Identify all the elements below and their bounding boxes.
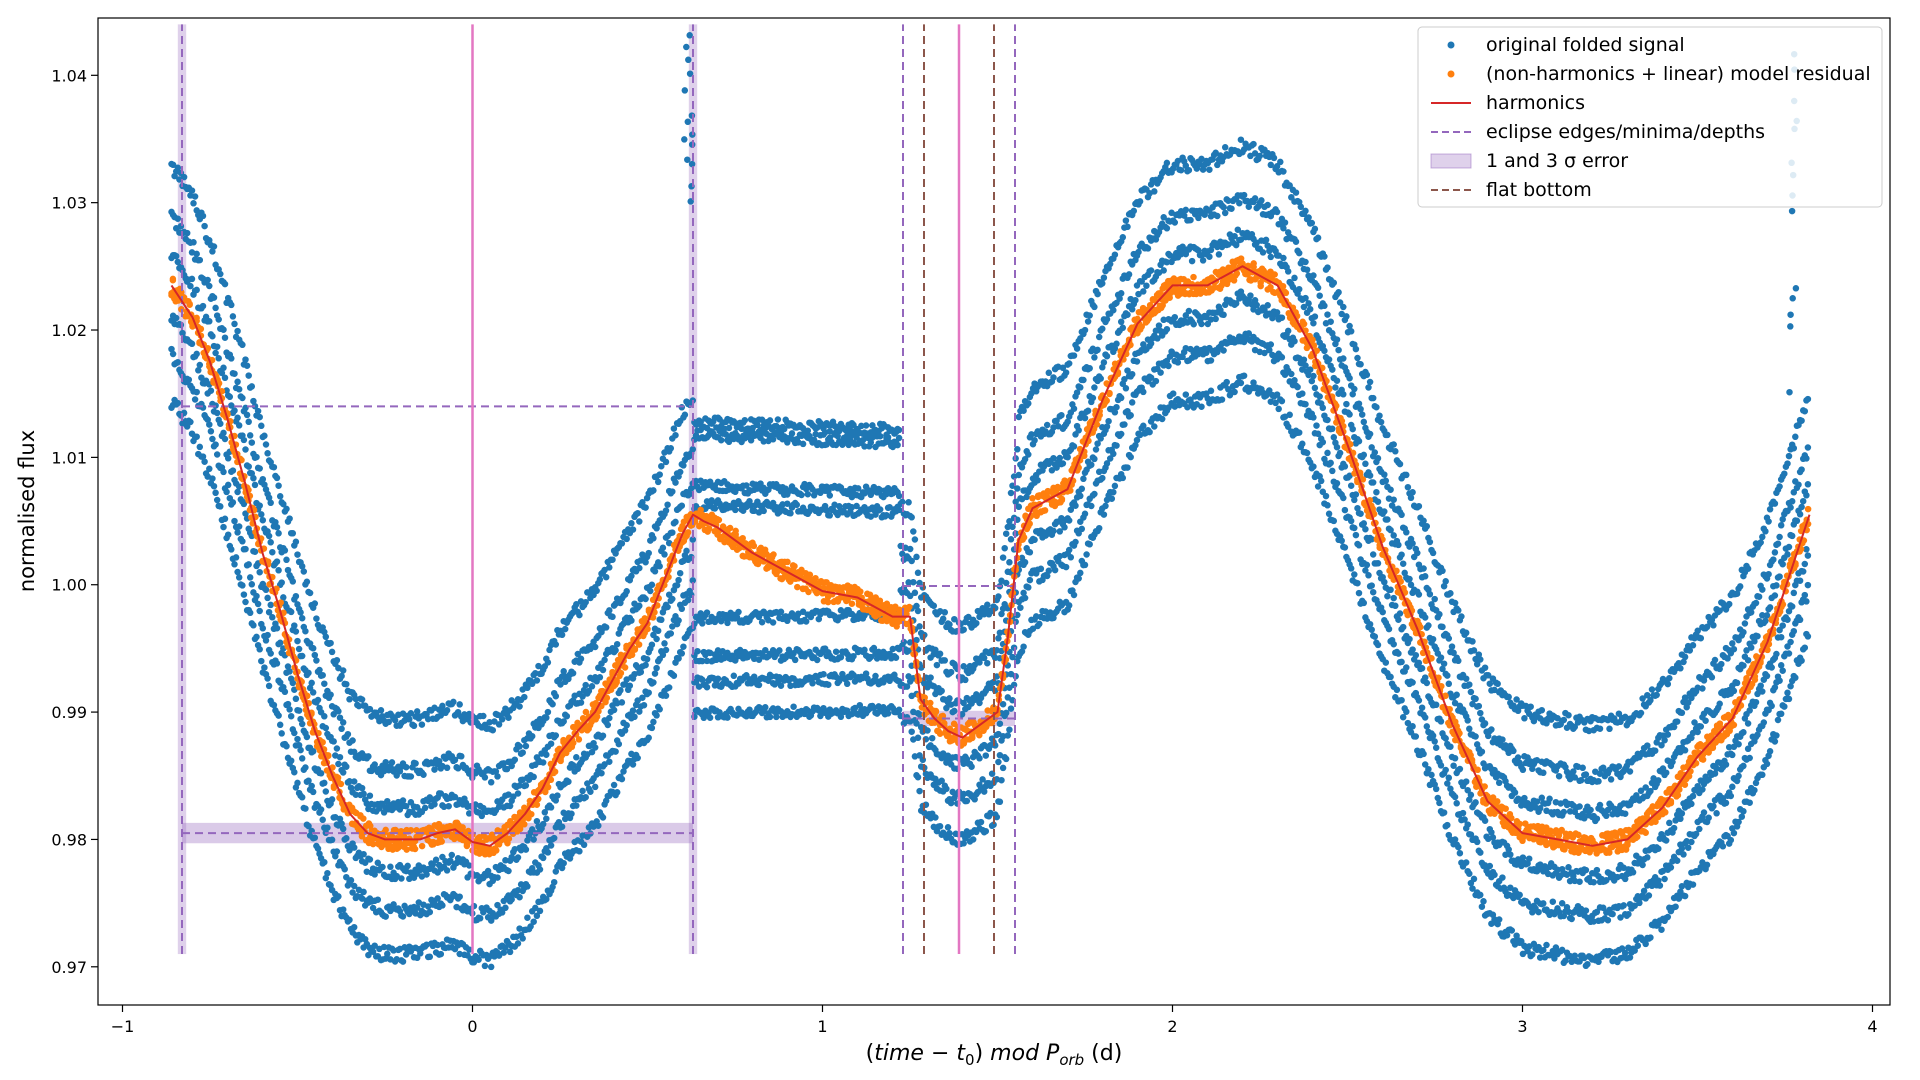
legend-entry: (non-harmonics + linear) model residual [1447,63,1871,85]
original-signal-points [168,32,1812,971]
plot-area [168,24,1812,971]
legend-marker-patch [1430,153,1472,169]
y-tick-label: 1.03 [51,194,87,213]
y-axis-label: normalised flux [15,430,39,592]
legend-label: harmonics [1486,92,1585,114]
x-axis-ticks: −1 0 1 2 3 4 [111,1005,1878,1036]
axes-frame [97,17,1891,1006]
x-tick-label: 0 [467,1017,477,1036]
legend-entry: original folded signal [1447,34,1685,56]
y-tick-label: 0.98 [51,830,87,849]
y-tick-label: 1.04 [51,66,87,85]
legend-box [1417,26,1883,208]
x-axis-label: (time − t0) mod Porb (d) [866,1041,1123,1069]
y-axis-ticks: 0.97 0.98 0.99 1.00 1.01 1.02 1.03 1.04 [51,66,98,977]
legend-entry: harmonics [1431,92,1585,114]
legend-label: 1 and 3 σ error [1486,150,1628,172]
legend-entry: 1 and 3 σ error [1430,150,1628,172]
legend-entry: flat bottom [1431,179,1592,201]
original-signal-layer [168,32,1812,971]
x-tick-label: −1 [111,1017,135,1036]
harmonics-layer [170,265,1811,847]
legend-marker-dot [1447,70,1455,78]
x-tick-label: 4 [1867,1017,1877,1036]
legend-marker-dot [1447,41,1455,49]
legend-label: flat bottom [1486,179,1592,201]
x-tick-label: 2 [1167,1017,1177,1036]
y-tick-label: 1.01 [51,448,87,467]
error-band-0 [177,24,187,955]
legend: original folded signal (non-harmonics + l… [1417,26,1883,208]
legend-label: original folded signal [1486,34,1685,56]
y-tick-label: 1.02 [51,321,87,340]
y-tick-label: 0.97 [51,958,87,977]
legend-label: (non-harmonics + linear) model residual [1486,63,1871,85]
harmonics-curve [170,265,1811,847]
eclipse-lines-layer [181,24,1016,955]
legend-label: eclipse edges/minima/depths [1486,121,1765,143]
legend-entry: eclipse edges/minima/depths [1431,121,1765,143]
x-tick-label: 1 [817,1017,827,1036]
x-tick-label: 3 [1517,1017,1527,1036]
y-tick-label: 0.99 [51,703,87,722]
y-tick-label: 1.00 [51,576,87,595]
